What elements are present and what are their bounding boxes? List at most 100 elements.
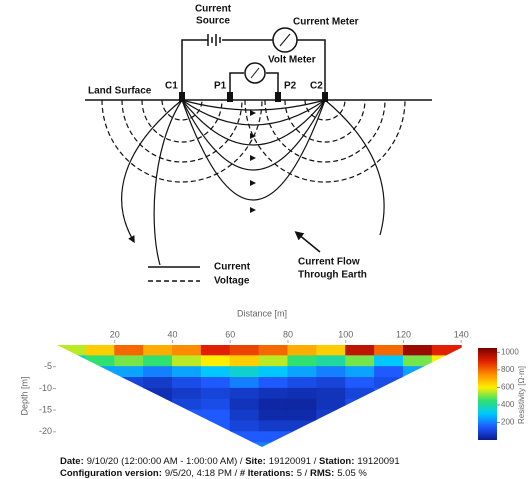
current-lines [122,100,384,265]
cell [57,355,87,367]
cell [403,355,433,367]
cell [345,442,375,454]
cell [432,399,462,411]
cell [374,410,404,422]
cell [403,410,433,422]
cell [57,399,87,411]
diagram: Current Source Current Meter Volt Meter … [85,4,432,287]
cell [201,410,231,422]
cell [201,345,231,357]
cell [374,399,404,411]
cell [201,366,231,378]
cell [57,442,87,454]
separator: / [232,468,240,479]
field-label: Date: [60,456,84,467]
cell [259,442,289,454]
footer-line: Date:9/10/20 (12:00:00 AM - 1:00:00 AM) … [60,456,400,467]
cell [345,366,375,378]
legend-label: Current [214,262,251,273]
cell [57,366,87,378]
cell [85,355,115,367]
cell [230,355,260,367]
separator: / [311,456,319,467]
cell [374,388,404,400]
cell [259,377,289,389]
cell [143,377,173,389]
arrow [298,234,320,252]
cell [85,388,115,400]
cell [287,388,317,400]
cell [345,345,375,357]
cell [345,420,375,432]
cell [316,366,346,378]
cell [432,366,462,378]
footer-line: Configuration version:9/5/20, 4:18 PM / … [60,468,367,479]
cell [172,377,202,389]
cell [259,388,289,400]
label: Current Meter [293,17,359,28]
cell [374,431,404,443]
cell [316,399,346,411]
cell [143,366,173,378]
cell [403,345,433,357]
field-value: 19120091 [269,456,311,467]
cell [374,345,404,357]
cell [287,410,317,422]
field-label: Station: [319,456,354,467]
cell [287,442,317,454]
cell [259,366,289,378]
cell [316,377,346,389]
y-tick-label: -15 [39,404,52,414]
label: C2 [310,81,323,92]
colorbar [478,348,497,440]
cell [57,345,87,357]
cell [345,388,375,400]
cell [230,377,260,389]
cell [316,420,346,432]
cell [172,388,202,400]
cell [143,420,173,432]
label: P1 [214,81,227,92]
cell [143,345,173,357]
cell [85,377,115,389]
cell [57,377,87,389]
separator: / [237,456,245,467]
cell [172,366,202,378]
cell [432,388,462,400]
cell [57,431,87,443]
cell [143,355,173,367]
cell [287,399,317,411]
field-label: Site: [245,456,266,467]
cell [143,410,173,422]
cell [230,388,260,400]
cell [57,420,87,432]
cell [345,377,375,389]
label: C1 [165,81,178,92]
cell [403,377,433,389]
label: Volt Meter [268,55,316,66]
x-tick-label: 20 [110,329,120,339]
cell [143,431,173,443]
cell [259,399,289,411]
cell [85,399,115,411]
cell [143,388,173,400]
cell [374,442,404,454]
x-tick-label: 60 [225,329,235,339]
cell [287,431,317,443]
cell [287,420,317,432]
cell [201,399,231,411]
cell [403,399,433,411]
cell [403,388,433,400]
cell [114,366,144,378]
field-label: Configuration version: [60,468,162,479]
cell [432,345,462,357]
battery [208,34,220,46]
cell [143,442,173,454]
cell [287,366,317,378]
cell [259,410,289,422]
heatmap [57,345,462,455]
cell [374,420,404,432]
cell [114,355,144,367]
cell [316,388,346,400]
cell [201,431,231,443]
